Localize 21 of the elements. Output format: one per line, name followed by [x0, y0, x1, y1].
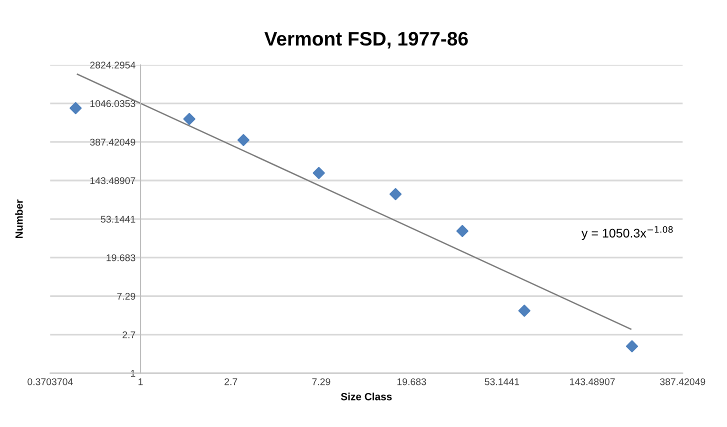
y-tick-label: 53.1441 [100, 216, 136, 223]
chart-title: Vermont FSD, 1977-86 [264, 32, 468, 48]
y-tick-label: 387.42049 [90, 138, 136, 146]
x-tick-label: 1 [138, 378, 143, 386]
y-tick-label: 1046.0353 [90, 100, 136, 108]
x-tick-label: 2.7 [224, 378, 238, 386]
x-tick-label: 53.1441 [484, 378, 520, 386]
x-tick-label: 19.683 [397, 378, 426, 386]
annotation: y = 1050.3x$^{−1.08}$ [581, 226, 673, 240]
x-tick-label: 387.42049 [660, 378, 706, 386]
y-tick-label: 2.7 [122, 331, 136, 338]
x-axis-title: Size Class [340, 392, 392, 400]
y-axis-title: Number [15, 200, 23, 238]
x-tick-label: 0.3703704 [28, 378, 73, 386]
y-tick-label: 19.683 [106, 254, 136, 262]
y-tick-label: 143.48907 [90, 177, 136, 184]
x-tick-label: 143.48907 [570, 378, 615, 386]
y-tick-label: 1 [130, 370, 136, 377]
y-tick-label: 2824.2954 [90, 62, 136, 69]
x-tick-label: 7.29 [312, 378, 330, 386]
y-tick-label: 7.29 [117, 292, 136, 300]
